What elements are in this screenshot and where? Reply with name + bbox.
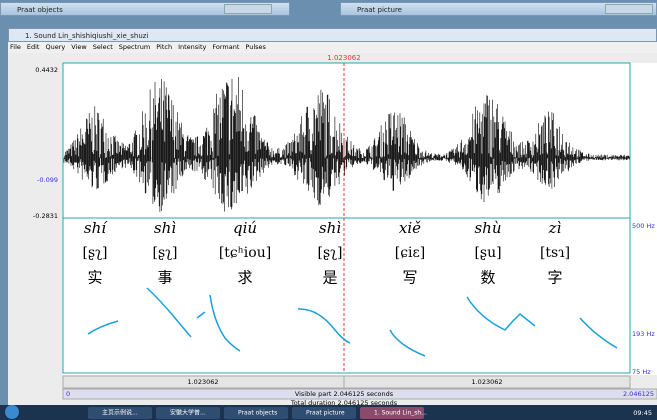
screen: Praat objects Praat picture 1. Sound Lin… [0,0,657,420]
hanzi: 写 [402,269,417,287]
pinyin: zì [548,219,562,237]
visible-part: Visible part 2.046125 seconds [295,390,394,398]
pitch-label: 75 Hz [632,368,651,376]
clock: 09:45 [633,409,652,417]
hanzi: 是 [322,269,337,287]
pitch-label: 500 Hz [632,222,655,230]
cursor-time: 1.023062 [327,54,360,62]
pinyin: shí [84,219,108,237]
ipa: [ʂu] [474,245,501,261]
pinyin: qiú [233,219,257,237]
hanzi: 事 [157,269,172,287]
ipa: [ʂʅ] [153,245,178,261]
hanzi: 数 [480,269,495,287]
hanzi: 实 [87,269,102,287]
hanzi: 字 [547,269,562,287]
taskbar-item-label: 主页示例说... [102,409,138,417]
selection-left: 1.023062 [187,378,218,386]
pitch-label: 193 Hz [632,330,655,338]
ipa: [tɕʰiou] [219,245,271,261]
visible-end: 2.046125 [623,390,654,398]
visible-start: 0 [66,390,70,398]
ipa: [ɕiɛ] [395,245,426,261]
ipa: [tsɿ] [540,245,570,261]
pinyin: shù [474,219,501,237]
start-button[interactable] [5,405,19,419]
pinyin: shì [154,219,176,237]
taskbar-item-label: 安徽大学普... [170,409,206,417]
selection-right: 1.023062 [471,378,502,386]
drawing-area [63,63,657,375]
amplitude-label: 0.4432 [35,66,58,74]
amplitude-label: -0.099 [37,176,58,184]
editor-canvas: 1.023062 0.4432 -0.099 -0.2831 500 Hz 19… [0,0,657,420]
ipa: [ʂʅ] [318,245,343,261]
taskbar-item-label: Praat picture [306,410,345,417]
taskbar-item-label: Praat objects [238,410,277,417]
pinyin: shì [319,219,341,237]
hanzi: 求 [237,269,252,287]
selection-bar[interactable] [63,376,630,388]
pinyin: xiě [399,219,421,237]
amplitude-label: -0.2831 [33,212,58,220]
ipa: [ʂʅ] [83,245,108,261]
taskbar-item-label: 1. Sound Lin_sh... [374,410,427,417]
